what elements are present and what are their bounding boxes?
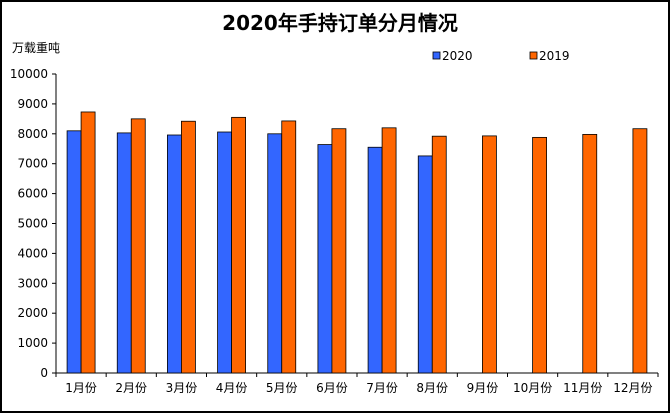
x-category-label: 3月份 <box>166 381 198 395</box>
y-tick-label: 3000 <box>17 276 48 290</box>
bar-2019-11 <box>582 133 598 374</box>
bar-2020-4 <box>217 131 232 374</box>
x-category-label: 10月份 <box>513 381 552 395</box>
y-tick-label: 1000 <box>17 336 48 350</box>
bar-2019-1 <box>80 111 96 374</box>
bar-2019-6 <box>331 128 347 374</box>
plot-area: 0 1000 2000 3000 4000 5000 6000 7000 8000 9000 100… <box>10 67 659 395</box>
legend-label-2019: 2019 <box>539 49 570 63</box>
x-category-label: 8月份 <box>416 381 448 395</box>
bar-2020-5 <box>267 133 283 374</box>
bar-2020-3 <box>167 134 182 374</box>
bar-2020-8 <box>417 155 433 374</box>
bar-2020-1 <box>66 130 82 374</box>
bar-2020-2 <box>116 132 132 374</box>
legend-label-2020: 2020 <box>442 49 473 63</box>
legend-swatch-2020 <box>432 51 441 60</box>
x-category-label: 12月份 <box>613 381 652 395</box>
y-tick-label: 4000 <box>17 246 48 260</box>
bar-2020-6 <box>317 144 333 374</box>
bar-2019-12 <box>632 128 648 374</box>
bar-2019-3 <box>181 120 196 374</box>
y-tick-label: 9000 <box>17 97 48 111</box>
x-category-label: 5月份 <box>266 381 298 395</box>
chart-title: 2020年手持订单分月情况 <box>222 11 458 35</box>
y-axis-unit-label: 万载重吨 <box>12 41 60 55</box>
y-tick-label: 0 <box>40 366 48 380</box>
bar-2019-2 <box>130 118 146 374</box>
bar-2020-7 <box>367 146 383 374</box>
x-category-label: 6月份 <box>316 381 348 395</box>
x-category-label: 4月份 <box>216 381 248 395</box>
bar-2019-8 <box>431 135 447 374</box>
y-tick-label: 8000 <box>17 127 48 141</box>
x-category-label: 7月份 <box>366 381 398 395</box>
bar-2019-5 <box>281 120 297 374</box>
legend: 2020 2019 <box>432 49 570 63</box>
x-category-label: 1月份 <box>65 381 97 395</box>
y-tick-label: 2000 <box>17 306 48 320</box>
bar-2019-10 <box>532 136 547 374</box>
x-category-label: 9月份 <box>467 381 499 395</box>
y-tick-label: 6000 <box>17 187 48 201</box>
bar-2019-9 <box>482 135 497 374</box>
bar-2019-7 <box>381 127 397 374</box>
y-tick-label: 10000 <box>10 67 48 81</box>
bar-2019-4 <box>231 116 246 374</box>
x-category-label: 11月份 <box>563 381 602 395</box>
y-tick-label: 7000 <box>17 157 48 171</box>
y-tick-label: 5000 <box>17 217 48 231</box>
legend-swatch-2019 <box>529 51 538 60</box>
x-category-label: 2月份 <box>115 381 147 395</box>
